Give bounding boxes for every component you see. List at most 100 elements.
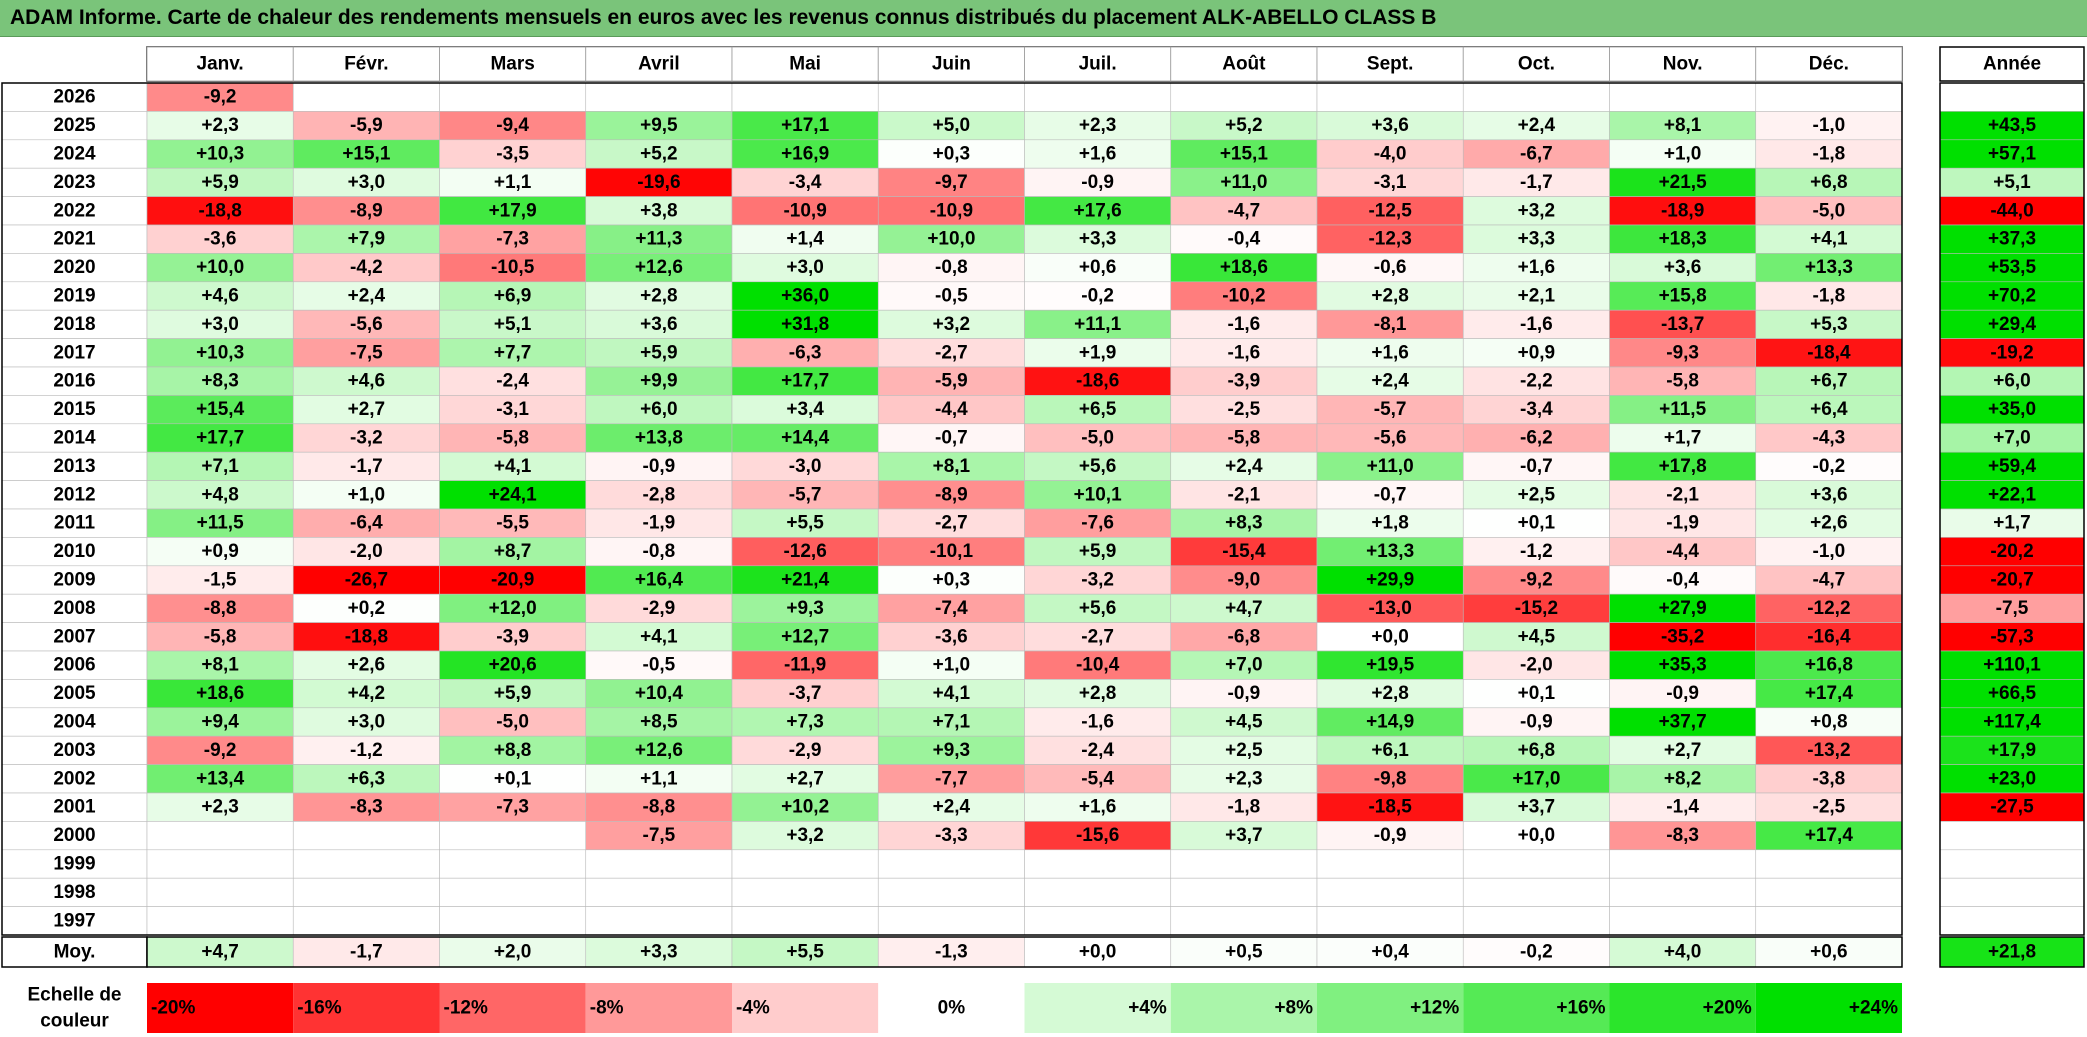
heatmap-cell <box>146 196 294 226</box>
heatmap-cell-value: -13,7 <box>1661 314 1704 335</box>
annual-cell <box>1939 82 2085 112</box>
heatmap-cell <box>1755 253 1903 283</box>
year-cell <box>1 849 148 879</box>
heatmap-cell <box>1609 650 1757 680</box>
annual-cell-value: -44,0 <box>1990 200 2033 221</box>
heatmap-cell-value: +0,0 <box>1518 825 1556 846</box>
heatmap-cell-value: -5,7 <box>789 484 822 505</box>
heatmap-cell <box>1462 849 1610 879</box>
heatmap-cell <box>1316 735 1464 765</box>
heatmap-cell-value: -3,1 <box>1374 172 1407 193</box>
heatmap-cell-value: -0,6 <box>1374 257 1407 278</box>
heatmap-cell <box>292 792 440 822</box>
annual-cell-value: +35,0 <box>1988 399 2036 420</box>
heatmap-cell-value: -4,7 <box>1228 200 1261 221</box>
year-label: 2010 <box>53 541 95 562</box>
heatmap-cell <box>731 764 879 794</box>
average-cell <box>292 936 440 968</box>
heatmap-cell <box>731 622 879 652</box>
heatmap-cell-value: -2,1 <box>1228 484 1261 505</box>
heatmap-cell-value: -0,8 <box>643 541 676 562</box>
heatmap-cell-value: +3,2 <box>786 825 824 846</box>
heatmap-cell <box>292 309 440 339</box>
heatmap-cell <box>877 877 1025 907</box>
heatmap-cell-value: -11,9 <box>784 655 826 676</box>
heatmap-cell-value: +2,4 <box>348 286 386 307</box>
heatmap-cell <box>146 167 294 197</box>
heatmap-cell <box>1755 196 1903 226</box>
year-label: 2009 <box>53 570 95 591</box>
heatmap-cell-value: -9,2 <box>204 87 237 108</box>
heatmap-cell-value: +2,5 <box>1225 740 1263 761</box>
average-cell-value: -1,7 <box>350 942 383 963</box>
heatmap-cell <box>1024 508 1172 538</box>
heatmap-cell <box>731 593 879 623</box>
body-border <box>1 82 1903 936</box>
year-cell <box>1 679 148 709</box>
year-label: 2012 <box>53 484 95 505</box>
heatmap-cell-value: +6,4 <box>1810 399 1848 420</box>
heatmap-cell-value: +6,7 <box>1810 371 1848 392</box>
heatmap-cell-value: +21,5 <box>1659 172 1708 193</box>
year-label: 2019 <box>53 286 95 307</box>
average-cell <box>1609 936 1757 968</box>
heatmap-cell <box>1755 877 1903 907</box>
heatmap-cell <box>1316 877 1464 907</box>
average-cell-value: +5,5 <box>786 942 824 963</box>
annual-cell-value: +22,1 <box>1988 484 2037 505</box>
heatmap-cell <box>1609 224 1757 254</box>
heatmap-cell <box>877 821 1025 851</box>
average-cell <box>731 936 879 968</box>
heatmap-cell <box>1170 196 1318 226</box>
year-cell <box>1 366 148 396</box>
heatmap-cell-value: -7,7 <box>935 768 968 789</box>
annual-cell <box>1939 196 2085 226</box>
heatmap-cell-value: +16,8 <box>1805 655 1853 676</box>
heatmap-cell-value: +11,3 <box>635 229 682 250</box>
annual-cell <box>1939 537 2085 567</box>
heatmap-cell <box>146 906 294 936</box>
heatmap-cell <box>585 196 733 226</box>
heatmap-cell <box>731 395 879 425</box>
heatmap-cell-value: +1,6 <box>1079 144 1117 165</box>
scale-swatch <box>439 983 586 1033</box>
heatmap-cell-value: +10,3 <box>196 144 244 165</box>
year-cell <box>1 650 148 680</box>
heatmap-cell <box>1024 451 1172 481</box>
heatmap-cell-value: +11,1 <box>1074 314 1121 335</box>
heatmap-cell-value: -0,2 <box>1081 286 1114 307</box>
heatmap-cell <box>585 821 733 851</box>
heatmap-cell <box>1755 82 1903 112</box>
scale-swatch-label: +20% <box>1703 998 1752 1019</box>
heatmap-cell-value: -5,0 <box>1813 200 1846 221</box>
year-label: 2003 <box>53 740 95 761</box>
heatmap-cell <box>877 906 1025 936</box>
heatmap-cell-value: +11,0 <box>1367 456 1414 477</box>
heatmap-cell-value: +4,5 <box>1225 712 1263 733</box>
heatmap-cell <box>146 111 294 141</box>
heatmap-cell <box>292 622 440 652</box>
heatmap-cell-value: -5,5 <box>496 513 529 534</box>
year-cell <box>1 338 148 368</box>
annual-cell-value: +53,5 <box>1988 257 2037 278</box>
heatmap-cell <box>1462 906 1610 936</box>
heatmap-cell <box>439 877 587 907</box>
heatmap-cell-value: -0,7 <box>1520 456 1553 477</box>
heatmap-cell-value: +15,8 <box>1659 286 1707 307</box>
heatmap-cell-value: +3,7 <box>1518 797 1556 818</box>
heatmap-cell <box>1755 309 1903 339</box>
average-cell-value: -1,3 <box>935 942 968 963</box>
heatmap-cell-value: +16,4 <box>635 570 684 591</box>
heatmap-cell <box>146 395 294 425</box>
heatmap-cell-value: +5,5 <box>786 513 824 534</box>
heatmap-cell <box>1755 764 1903 794</box>
heatmap-cell <box>1316 253 1464 283</box>
heatmap-cell <box>877 593 1025 623</box>
heatmap-cell <box>439 423 587 453</box>
heatmap-cell-value: +21,4 <box>781 570 830 591</box>
heatmap-cell <box>585 593 733 623</box>
heatmap-cell <box>1462 281 1610 311</box>
annual-cell-value: -19,2 <box>1990 342 2033 363</box>
heatmap-cell-value: +2,3 <box>1225 768 1263 789</box>
heatmap-cell <box>146 423 294 453</box>
